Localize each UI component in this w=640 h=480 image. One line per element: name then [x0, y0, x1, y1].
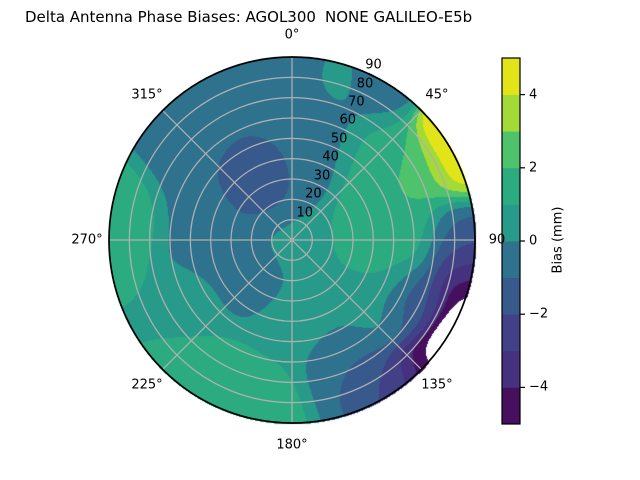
chart-title: Delta Antenna Phase Biases: AGOL300 NONE… — [0, 8, 640, 28]
colorbar-segment — [502, 241, 520, 278]
chart-title-station: Delta Antenna Phase Biases: AGOL300 — [25, 8, 316, 26]
theta-label-0: 0° — [284, 27, 300, 43]
colorbar-segment — [502, 350, 520, 388]
theta-label-45: 45° — [425, 87, 449, 103]
colorbar-segment — [502, 167, 520, 205]
r-label-60: 60 — [339, 112, 357, 128]
r-label-30: 30 — [313, 168, 331, 184]
colorbar-axis-label: Bias (mm) — [550, 206, 566, 274]
r-label-10: 10 — [296, 205, 314, 220]
colorbar-segment — [502, 131, 520, 169]
colorbar-tick-label-2: 2 — [529, 160, 538, 176]
r-label-40: 40 — [322, 149, 339, 165]
theta-label-225: 225° — [131, 377, 163, 393]
theta-label-270: 270° — [71, 232, 103, 248]
colorbar-tick-label--2: −2 — [529, 306, 549, 322]
colorbar-segment — [502, 387, 520, 425]
colorbar-tick-label-4: 4 — [529, 87, 538, 103]
colorbar-segment — [502, 58, 520, 95]
r-label-20: 20 — [305, 186, 322, 202]
r-label-90: 90 — [365, 57, 382, 73]
colorbar-segment — [502, 277, 520, 315]
r-label-70: 70 — [348, 94, 365, 110]
theta-label-135: 135° — [421, 377, 453, 393]
r-label-80: 80 — [356, 76, 374, 91]
theta-label-180: 180° — [276, 437, 308, 453]
colorbar-tick-label-0: 0 — [529, 233, 538, 249]
colorbar-tick-label--4: −4 — [529, 379, 549, 395]
colorbar-segment — [502, 314, 520, 352]
theta-label-90: 90 — [488, 232, 506, 248]
grid-spoke-135 — [162, 110, 422, 370]
colorbar-segment — [502, 94, 520, 132]
r-label-50: 50 — [330, 131, 348, 147]
theta-label-315: 315° — [131, 87, 163, 103]
colorbar-segment — [502, 204, 520, 242]
polar-axis-rim — [108, 56, 476, 424]
chart-title-signal: NONE GALILEO-E5b — [325, 8, 473, 26]
